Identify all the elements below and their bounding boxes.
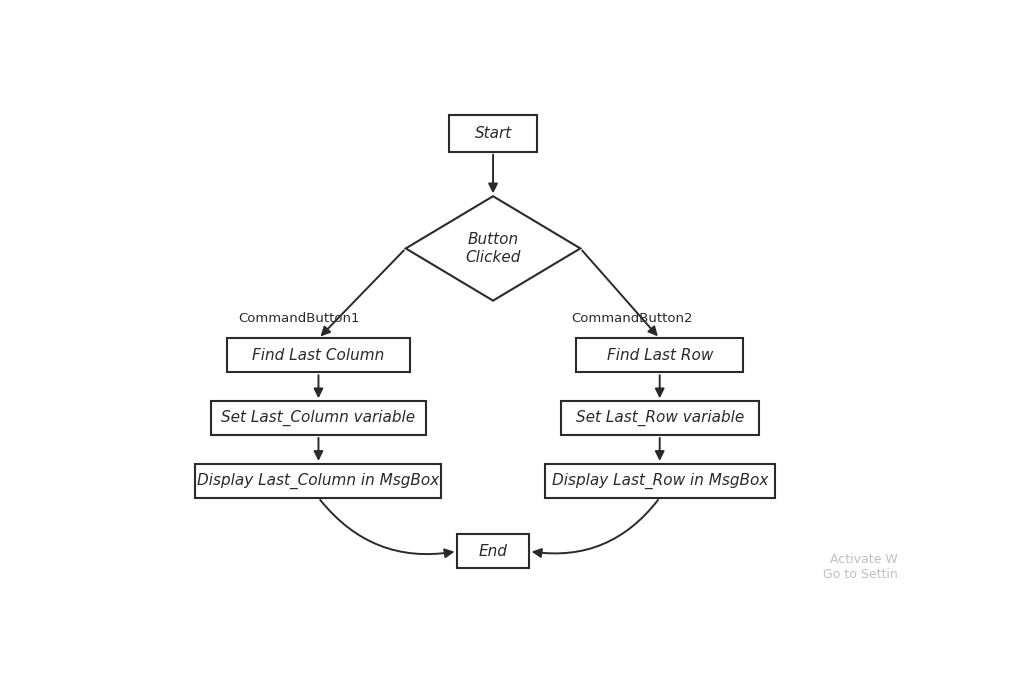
FancyBboxPatch shape xyxy=(560,401,759,435)
Text: Go to Settin: Go to Settin xyxy=(823,568,898,581)
Text: CommandButton2: CommandButton2 xyxy=(571,313,692,325)
FancyBboxPatch shape xyxy=(196,464,441,498)
Text: Activate W: Activate W xyxy=(830,553,898,565)
Text: CommandButton1: CommandButton1 xyxy=(238,313,359,325)
Text: Find Last Column: Find Last Column xyxy=(252,348,385,363)
Text: Display Last_Row in MsgBox: Display Last_Row in MsgBox xyxy=(552,473,768,489)
Text: Find Last Row: Find Last Row xyxy=(606,348,713,363)
FancyBboxPatch shape xyxy=(545,464,775,498)
Polygon shape xyxy=(406,196,581,300)
Text: Display Last_Column in MsgBox: Display Last_Column in MsgBox xyxy=(198,473,439,489)
FancyBboxPatch shape xyxy=(458,534,528,568)
Text: Set Last_Column variable: Set Last_Column variable xyxy=(221,410,416,426)
Text: Start: Start xyxy=(474,126,512,141)
Text: End: End xyxy=(478,544,508,559)
Text: Button
Clicked: Button Clicked xyxy=(465,233,521,264)
FancyBboxPatch shape xyxy=(450,115,537,152)
FancyBboxPatch shape xyxy=(577,338,743,372)
Text: Set Last_Row variable: Set Last_Row variable xyxy=(575,410,743,426)
FancyBboxPatch shape xyxy=(227,338,410,372)
FancyBboxPatch shape xyxy=(211,401,426,435)
